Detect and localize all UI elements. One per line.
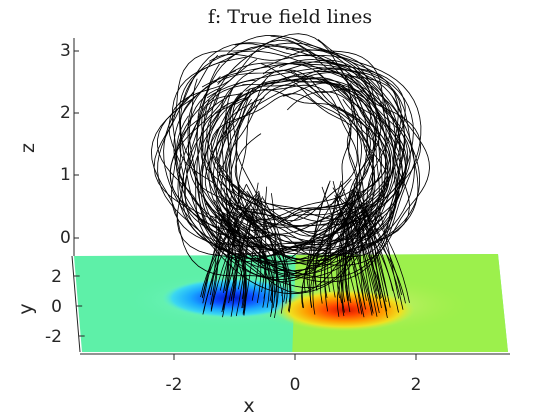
field-line (184, 78, 377, 250)
field-line-leg (353, 183, 367, 301)
field-line-leg (301, 205, 370, 308)
field-line (204, 72, 411, 265)
field-line (157, 35, 406, 260)
chart-title: f: True field lines (208, 6, 372, 28)
z-axis-label: z (17, 143, 39, 153)
field-line-leg (223, 221, 283, 314)
field-line-leg (314, 199, 353, 291)
z-tick-label: 1 (60, 165, 71, 185)
field-line (210, 69, 390, 257)
field-line (234, 91, 376, 220)
field-line (200, 69, 371, 242)
field-line-leg (256, 198, 292, 313)
field-line-leg (337, 202, 373, 312)
field-line-leg (218, 207, 246, 309)
field-line (169, 73, 408, 276)
field-line (235, 77, 383, 227)
base-field-plane (74, 254, 508, 352)
field-line (201, 62, 387, 251)
y-tick-label: 2 (51, 267, 62, 287)
field-line (179, 63, 359, 232)
x-tick-label: -2 (166, 375, 183, 395)
field-line (216, 82, 387, 237)
field-line (177, 35, 422, 283)
y-axis-label: y (15, 303, 37, 314)
field-line (153, 33, 391, 262)
x-axis-label: x (243, 395, 254, 417)
field-line (163, 61, 396, 295)
field-line (218, 84, 358, 222)
y-tick-label: 0 (51, 297, 62, 317)
x-tick-label: 0 (290, 375, 301, 395)
field-line (224, 76, 382, 222)
field-line-leg (200, 191, 259, 298)
field-line-leg (245, 183, 279, 308)
field-line (208, 71, 421, 255)
field-line (227, 96, 383, 228)
field-line (212, 69, 371, 221)
field-line-leg (334, 194, 373, 316)
field-line-leg (332, 181, 365, 318)
field-line-leg (357, 194, 399, 313)
field-lines (150, 33, 430, 318)
field-line (237, 99, 391, 235)
field-line-leg (227, 201, 247, 313)
field-line (175, 48, 394, 281)
field-line-leg (379, 212, 400, 299)
field-line (220, 93, 362, 249)
field-line-leg (308, 180, 331, 308)
positive-pole (275, 289, 415, 331)
y-tick-label: -2 (45, 327, 62, 347)
field-line (150, 43, 404, 289)
field-line-leg (356, 220, 378, 317)
field-line-leg (222, 211, 236, 310)
field-line-leg (348, 212, 373, 303)
field-line-leg (209, 212, 218, 296)
field-line-leg (215, 226, 235, 317)
field-line (171, 39, 399, 282)
field-line-leg (336, 196, 359, 299)
field-line-leg (251, 186, 268, 301)
field-line-leg (231, 217, 250, 299)
field-line-leg (363, 206, 404, 310)
field-line-leg (371, 213, 410, 303)
z-tick-label: 0 (60, 228, 71, 248)
field-line-leg (247, 218, 286, 303)
field-line-leg (233, 214, 241, 292)
field-line (204, 74, 387, 262)
field-line-leg (202, 197, 251, 315)
x-tick-label: 2 (411, 375, 422, 395)
field-line-leg (339, 208, 373, 292)
field-line-leg (327, 186, 355, 293)
z-tick-label: 3 (60, 41, 71, 61)
field-line-leg (201, 200, 238, 298)
field-line (215, 75, 378, 236)
field-line-leg (330, 196, 337, 298)
field-line (179, 38, 403, 266)
field-line (193, 78, 351, 227)
field-line-leg (222, 184, 241, 318)
field-line (176, 67, 405, 279)
field-line-leg (248, 217, 262, 303)
z-tick-label: 2 (60, 103, 71, 123)
field-line-leg (360, 206, 402, 296)
